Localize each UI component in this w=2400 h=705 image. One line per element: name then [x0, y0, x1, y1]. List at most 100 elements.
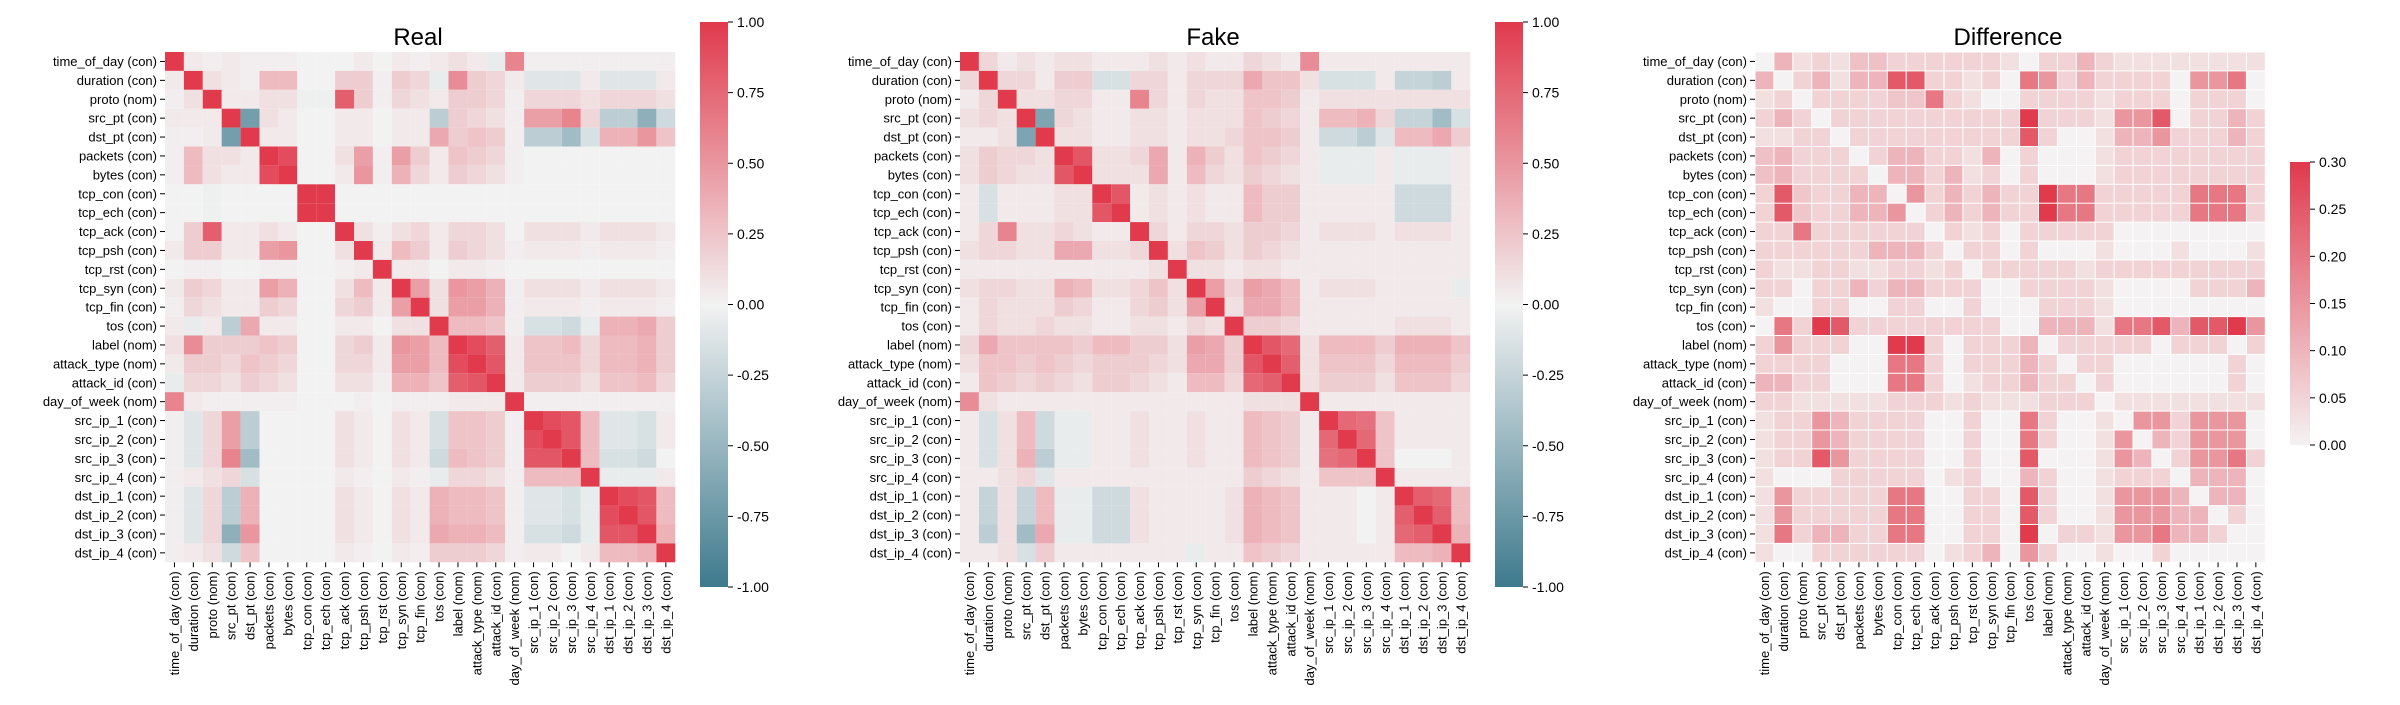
heatmap-cell — [997, 430, 1017, 449]
heatmap-cell — [656, 184, 676, 204]
heatmap-cell — [448, 316, 468, 336]
heatmap-cell — [1944, 184, 1963, 203]
heatmap-cell — [259, 335, 279, 355]
heatmap-cell — [486, 127, 506, 147]
y-tick-label: src_pt (con) — [88, 111, 157, 126]
x-tick-label: tcp_fin (con) — [2003, 571, 2018, 643]
heatmap-cell — [997, 524, 1017, 544]
heatmap-cell — [1774, 128, 1793, 146]
heatmap-cell — [2076, 430, 2095, 449]
heatmap-cell — [486, 392, 506, 412]
heatmap-cell — [1338, 467, 1357, 487]
heatmap-cell — [335, 411, 354, 430]
heatmap-cell — [1319, 486, 1338, 506]
heatmap-cell — [1394, 184, 1414, 204]
heatmap-cell — [259, 486, 279, 506]
heatmap-cell — [1092, 222, 1112, 241]
heatmap-cell — [1205, 524, 1225, 544]
heatmap-cell — [1868, 147, 1887, 165]
heatmap-cell — [1130, 392, 1149, 412]
heatmap-cell — [543, 316, 562, 336]
heatmap-cell — [1982, 279, 2001, 298]
heatmap-cell — [505, 297, 525, 317]
heatmap-cell — [1850, 543, 1868, 562]
heatmap-cell — [1982, 468, 2001, 487]
heatmap-cell — [1186, 241, 1206, 260]
heatmap-cell — [1451, 467, 1471, 487]
heatmap-cell — [221, 222, 241, 241]
heatmap-cell — [1243, 373, 1263, 393]
x-tick-label: day_of_week (nom) — [2097, 571, 2112, 685]
heatmap-cell — [1186, 392, 1206, 412]
heatmap-cell — [524, 373, 543, 393]
heatmap-cell — [1130, 505, 1149, 525]
heatmap-cell — [429, 52, 449, 71]
heatmap-cell — [372, 543, 392, 563]
heatmap-cell — [259, 297, 279, 317]
heatmap-cell — [297, 222, 317, 241]
heatmap-cell — [1963, 468, 1982, 487]
heatmap-cell — [618, 448, 638, 468]
heatmap-cell — [1149, 467, 1168, 487]
y-tick-label: src_ip_4 (con) — [1665, 470, 1747, 485]
heatmap-cell — [1774, 525, 1793, 543]
heatmap-cell — [1982, 525, 2001, 543]
heatmap-cell — [2190, 449, 2209, 468]
heatmap-cell — [2114, 184, 2133, 203]
y-tick-label: tcp_ack (con) — [1669, 224, 1747, 239]
heatmap-cell — [240, 335, 260, 355]
heatmap-cell — [2228, 336, 2246, 354]
heatmap-cell — [183, 354, 203, 374]
heatmap-cell — [1812, 90, 1831, 109]
heatmap-cell — [183, 70, 203, 90]
heatmap-cell — [637, 89, 657, 109]
heatmap-cell — [2095, 222, 2114, 241]
heatmap-cell — [2057, 128, 2076, 146]
heatmap-cell — [240, 259, 260, 279]
heatmap-cell — [637, 486, 657, 506]
heatmap-cell — [960, 524, 979, 544]
heatmap-cell — [1793, 90, 1812, 109]
heatmap-cell — [1925, 128, 1944, 146]
x-tick-label: dst_pt (con) — [1833, 571, 1848, 640]
heatmap-cell — [1394, 127, 1414, 147]
heatmap-cell — [1054, 316, 1074, 336]
heatmap-cell — [486, 316, 506, 336]
heatmap-cell — [2057, 165, 2076, 184]
heatmap-cell — [2057, 90, 2076, 109]
heatmap-cell — [1394, 241, 1414, 260]
heatmap-cell — [221, 108, 241, 128]
heatmap-cell — [221, 241, 241, 260]
heatmap-cell — [1035, 297, 1055, 317]
heatmap-cell — [2039, 543, 2057, 562]
heatmap-cell — [2228, 109, 2246, 128]
heatmap-cell — [1224, 297, 1244, 317]
heatmap-cell — [1035, 278, 1055, 298]
heatmap-cell — [2020, 52, 2038, 71]
heatmap-cell — [372, 430, 392, 449]
x-tick-label: tcp_psh (con) — [1946, 571, 1961, 650]
heatmap-cell — [2246, 525, 2265, 543]
heatmap-cell — [1982, 184, 2001, 203]
heatmap-cell — [1054, 467, 1074, 487]
heatmap-cell — [978, 373, 998, 393]
heatmap-cell — [1073, 505, 1093, 525]
heatmap-cell — [1413, 127, 1433, 147]
heatmap-cell — [2228, 449, 2246, 468]
y-tick-label: attack_type (nom) — [1643, 356, 1747, 371]
heatmap-cell — [1356, 278, 1376, 298]
heatmap-cell — [448, 278, 468, 298]
heatmap-cell — [183, 373, 203, 393]
heatmap-cell — [467, 241, 487, 260]
heatmap-cell — [410, 146, 430, 166]
heatmap-cell — [1868, 317, 1887, 335]
heatmap-cell — [391, 543, 411, 563]
heatmap-cell — [1887, 109, 1906, 128]
heatmap-cell — [580, 70, 600, 90]
x-tick-label: packets (con) — [1056, 571, 1071, 649]
heatmap-cell — [960, 392, 979, 412]
y-tick-label: src_ip_2 (con) — [1665, 432, 1747, 447]
heatmap-cell — [1262, 203, 1282, 223]
heatmap-cell — [1793, 525, 1812, 543]
heatmap-cell — [467, 184, 487, 204]
